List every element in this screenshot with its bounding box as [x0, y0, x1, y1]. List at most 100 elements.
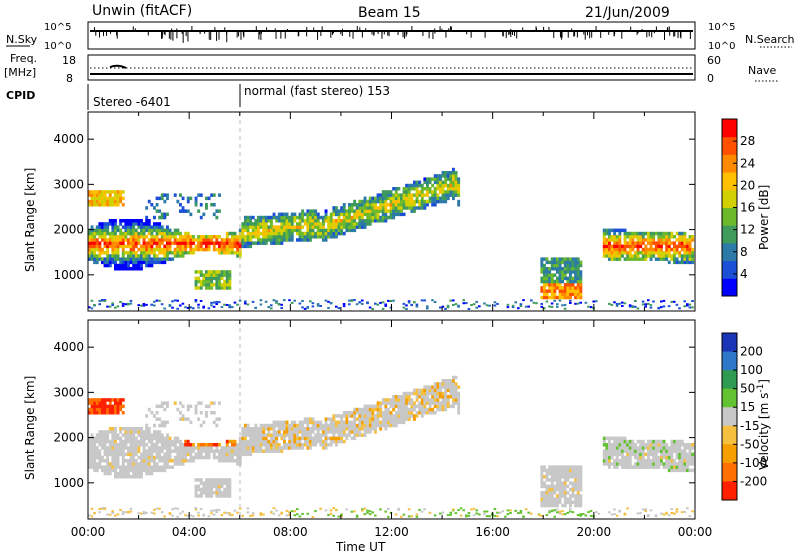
velocity-cell — [257, 449, 260, 453]
power-cell — [262, 238, 266, 242]
power-cell — [205, 244, 208, 249]
power-ground-cell — [691, 306, 694, 309]
power-cell — [540, 257, 544, 261]
velocity-cell — [155, 465, 159, 469]
velocity-cell — [441, 407, 445, 412]
velocity-cell — [675, 449, 679, 453]
velocity-ground-cell — [124, 511, 127, 514]
velocity-cell — [350, 427, 354, 431]
velocity-cell — [132, 471, 136, 476]
power-cell — [363, 203, 367, 207]
power-ground-cell — [179, 304, 182, 307]
nsky-tick-bottom: 10^0 — [44, 41, 71, 52]
power-ground-cell — [405, 304, 408, 307]
velocity-cell — [251, 439, 255, 444]
velocity-cell — [631, 449, 635, 453]
power-cell — [675, 238, 679, 242]
velocity-cell — [225, 494, 229, 498]
velocity-cell — [428, 385, 432, 389]
power-cell — [384, 212, 388, 217]
velocity-cell — [262, 433, 266, 437]
velocity-cell — [288, 430, 292, 434]
velocity-cell — [168, 439, 172, 444]
velocity-cell — [176, 452, 180, 457]
velocity-cell — [392, 407, 396, 412]
velocity-ground-cell — [155, 507, 159, 510]
velocity-cell — [121, 404, 125, 409]
power-cell — [275, 238, 279, 242]
power-cell — [207, 283, 211, 287]
velocity-colorbar-swatch — [722, 407, 737, 427]
velocity-cell — [410, 414, 414, 418]
power-cell — [621, 244, 624, 249]
velocity-cell — [660, 443, 663, 447]
power-cell — [322, 228, 325, 233]
nsky-tick-top: 10^5 — [44, 22, 71, 33]
power-cell — [376, 212, 380, 217]
power-cell — [569, 260, 572, 265]
velocity-cell — [556, 484, 559, 489]
power-cell — [647, 235, 650, 239]
power-cell — [662, 235, 666, 239]
power-ground-cell — [173, 299, 177, 302]
power-cell — [608, 244, 611, 249]
velocity-cell — [199, 401, 203, 405]
power-cell — [452, 193, 455, 197]
power-cell — [103, 260, 107, 265]
velocity-cell — [90, 439, 94, 444]
power-cell — [207, 241, 211, 245]
velocity-cell — [576, 465, 580, 469]
power-cell — [407, 193, 411, 197]
velocity-cell — [218, 481, 221, 485]
power-cell — [311, 228, 315, 233]
velocity-cell — [623, 465, 627, 469]
velocity-cell — [449, 404, 453, 409]
velocity-cell — [353, 430, 357, 434]
velocity-ground-cell — [361, 508, 364, 511]
velocity-ground-cell — [140, 512, 143, 515]
velocity-cell — [225, 481, 229, 485]
power-cell — [90, 241, 94, 245]
velocity-cell — [636, 446, 640, 450]
velocity-cell — [95, 468, 99, 473]
velocity-cell — [132, 452, 136, 457]
velocity-cell — [366, 427, 370, 431]
velocity-cell — [686, 468, 689, 473]
velocity-cell — [626, 443, 630, 447]
power-ground-cell — [613, 301, 616, 304]
velocity-cell — [142, 430, 146, 434]
power-cell — [223, 238, 227, 242]
power-ground-cell — [264, 300, 268, 303]
power-cell — [613, 257, 617, 261]
velocity-cell — [345, 427, 349, 431]
velocity-cell — [215, 455, 219, 460]
power-cell — [428, 180, 432, 185]
power-cell — [563, 270, 567, 274]
velocity-cell — [548, 484, 552, 489]
velocity-cell — [379, 407, 383, 412]
velocity-cell — [163, 462, 167, 466]
power-cell — [631, 257, 635, 261]
power-cell — [124, 228, 128, 233]
power-cell — [277, 225, 281, 229]
velocity-cell — [225, 459, 229, 463]
power-ground-cell — [641, 303, 645, 306]
power-cell — [540, 289, 544, 293]
power-cell — [111, 244, 115, 249]
velocity-cell — [665, 455, 669, 460]
power-cell — [644, 247, 648, 252]
power-ground-cell — [532, 301, 536, 304]
power-cell — [420, 183, 424, 188]
power-cell — [550, 267, 554, 271]
velocity-ground-cell — [168, 512, 172, 515]
velocity-cell — [231, 449, 234, 453]
velocity-cell — [387, 417, 390, 421]
power-ground-cell — [683, 300, 686, 303]
velocity-cell — [166, 404, 169, 409]
power-cell — [392, 199, 396, 204]
velocity-cell — [215, 423, 219, 428]
power-ground-cell — [621, 305, 624, 307]
velocity-cell — [264, 449, 268, 453]
velocity-cell — [140, 452, 143, 457]
velocity-cell — [602, 449, 606, 453]
